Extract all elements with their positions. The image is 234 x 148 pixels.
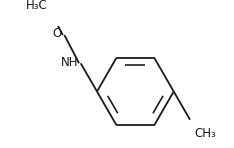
- Text: O: O: [53, 27, 62, 40]
- Text: H₃C: H₃C: [26, 0, 47, 12]
- Text: CH₃: CH₃: [194, 127, 216, 140]
- Text: NH: NH: [61, 56, 78, 69]
